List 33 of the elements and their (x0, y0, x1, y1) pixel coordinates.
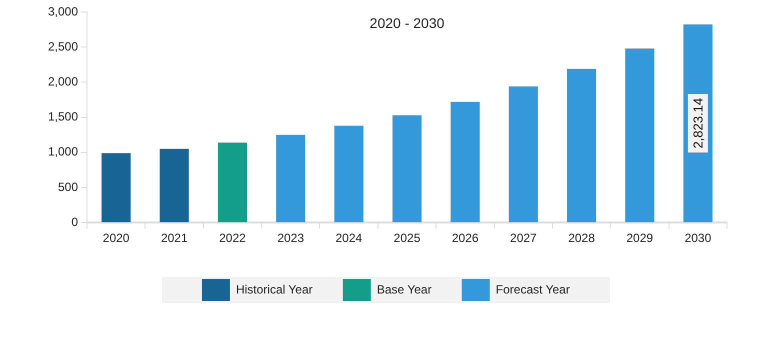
x-tick-label: 2026 (452, 231, 479, 246)
bar (102, 153, 131, 222)
x-tick-label: 2021 (160, 231, 188, 246)
x-tick-label: 2022 (219, 231, 246, 246)
y-tick-label: 0 (71, 214, 78, 229)
bar (392, 115, 422, 222)
bar (334, 126, 364, 222)
x-tick-label: 2029 (626, 231, 654, 246)
y-tick-label: 1,000 (48, 144, 78, 159)
x-tick-label: 2028 (568, 231, 596, 246)
y-tick-label: 2,000 (48, 74, 78, 89)
data-label: 2,823.14 (690, 98, 706, 149)
y-tick-label: 500 (58, 180, 78, 194)
x-tick-label: 2025 (394, 231, 421, 246)
legend-label: Historical Year (236, 282, 313, 296)
x-tick-label: 2020 (102, 231, 130, 246)
y-tick-label: 2,500 (48, 39, 78, 54)
legend-label: Forecast Year (496, 282, 570, 296)
bar (625, 48, 654, 222)
bar (450, 102, 480, 222)
x-tick-label: 2023 (277, 231, 304, 246)
x-tick-label: 2027 (510, 231, 538, 246)
x-tick-label: 2024 (335, 231, 363, 246)
y-tick-label: 1,500 (48, 110, 78, 124)
chart-title: 2020 - 2030 (370, 14, 445, 31)
bar (276, 134, 306, 222)
bar (508, 86, 538, 222)
bar (160, 148, 189, 222)
legend-label: Base Year (376, 282, 432, 296)
x-tick-label: 2030 (684, 231, 712, 246)
bar (218, 142, 248, 222)
y-tick-label: 3,000 (48, 4, 78, 18)
bar (567, 68, 596, 222)
